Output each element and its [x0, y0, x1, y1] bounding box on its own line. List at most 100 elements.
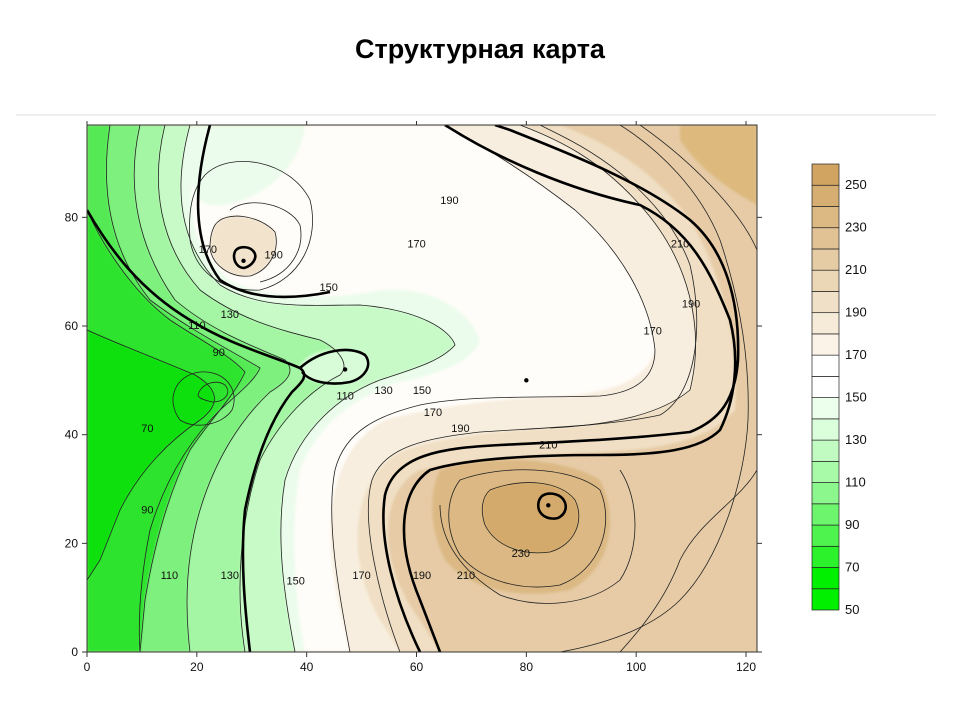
contour-value-label: 210 [457, 570, 475, 582]
plot-area: 190 170 210 190 170 170 190 150 130 110 90 70 110 130… [87, 125, 757, 652]
contour-lines [87, 125, 757, 652]
contour-value-label: 150 [413, 385, 431, 397]
contour-line [106, 125, 261, 652]
contour-value-label: 150 [319, 282, 337, 294]
contour-line-bold-peak-se [536, 492, 568, 520]
legend-color-swatch [811, 588, 840, 611]
legend-color-swatch [811, 163, 840, 186]
contour-line [229, 202, 302, 283]
contour-value-label: 170 [424, 407, 442, 419]
contour-value-label: 190 [413, 570, 431, 582]
contour-value-label: 90 [141, 505, 153, 517]
legend-color-swatch [811, 184, 840, 207]
contour-value-label: 210 [539, 440, 557, 452]
legend-level-label: 190 [845, 305, 867, 320]
contour-line-bold-150-knob [196, 125, 331, 299]
x-tick-label: 100 [626, 660, 646, 674]
peak-marker-layer [241, 258, 551, 508]
legend-color-swatch [811, 460, 840, 483]
contour-line [197, 381, 229, 403]
contour-value-label: 210 [671, 239, 689, 251]
legend-color-swatch [811, 227, 840, 250]
contour-line [331, 125, 656, 652]
legend-color-swatch [811, 269, 840, 292]
contour-line-bold-190 [382, 125, 740, 652]
contour-line [439, 469, 636, 604]
contour-value-label: 190 [682, 298, 700, 310]
legend-color-swatch [811, 312, 840, 335]
peak-marker [342, 367, 348, 372]
legend-color-swatch [811, 418, 840, 441]
page-title: Структурная карта [355, 34, 605, 64]
contour-value-label: 230 [512, 548, 530, 560]
contour-value-label: 130 [221, 570, 239, 582]
contour-value-label: 190 [265, 249, 283, 261]
legend-level-label: 230 [845, 220, 867, 235]
legend-level-label: 210 [845, 262, 867, 277]
y-tick-label: 80 [65, 210, 79, 224]
axis-layer: 0 20 40 60 80 100 120 0 20 40 60 80 [65, 121, 762, 674]
contour-line [157, 125, 345, 652]
contour-value-label: 130 [374, 385, 392, 397]
legend-level-label: 170 [845, 347, 867, 362]
plot-frame [86, 124, 758, 653]
contour-line [87, 209, 246, 652]
legend-level-label: 130 [845, 432, 867, 447]
contour-value-label: 190 [440, 195, 458, 207]
contour-line [448, 469, 607, 588]
legend-level-label: 90 [845, 517, 859, 532]
legend-color-swatch [811, 397, 840, 420]
bold-contour-lines [87, 125, 740, 652]
legend-color-swatch [811, 482, 840, 505]
contour-line [172, 371, 235, 426]
legend-level-label: 70 [845, 560, 859, 575]
band-brown-peak-ne [680, 125, 757, 205]
legend-color-swatch [811, 354, 840, 377]
x-tick-label: 60 [410, 660, 424, 674]
contour-line [559, 125, 749, 652]
band-brown-peak-se-inner [482, 482, 579, 553]
y-tick-label: 40 [65, 428, 79, 442]
band-green-max [87, 330, 215, 580]
contour-line [481, 482, 580, 554]
contour-line [133, 125, 291, 652]
contour-line-bold-peak-north [232, 245, 257, 270]
x-tick-label: 80 [520, 660, 534, 674]
x-tick-label: 120 [736, 660, 756, 674]
contour-line [519, 125, 696, 429]
y-tick-label: 20 [65, 536, 79, 550]
contour-line [189, 161, 313, 291]
contour-line [87, 329, 215, 581]
color-scale-legend: 250 230 210 190 170 150 130 110 90 70 50 [811, 163, 867, 617]
contour-value-label: 170 [643, 325, 661, 337]
legend-level-label: 50 [845, 602, 859, 617]
contour-line [180, 125, 456, 652]
contour-line [639, 125, 757, 251]
peak-marker [241, 258, 246, 264]
legend-color-swatch [811, 333, 840, 356]
peak-marker [524, 378, 529, 383]
contour-value-label: 110 [188, 320, 206, 332]
contour-line [209, 215, 277, 277]
legend-color-swatch [811, 439, 840, 462]
x-tick-label: 0 [84, 660, 91, 674]
contour-value-label: 70 [141, 423, 153, 435]
contour-value-label: 150 [287, 575, 305, 587]
x-tick-label: 40 [300, 660, 314, 674]
legend-color-swatch [811, 291, 840, 314]
y-tick-label: 0 [71, 645, 78, 659]
contour-value-label: 110 [161, 570, 179, 582]
legend-level-label: 250 [845, 177, 867, 192]
contour-line-bold-150 [87, 209, 306, 652]
y-tick-label: 60 [65, 319, 79, 333]
x-tick-label: 20 [190, 660, 204, 674]
legend-color-swatch [811, 376, 840, 398]
contour-value-label: 170 [407, 239, 425, 251]
contour-value-label: 170 [352, 570, 370, 582]
legend-color-swatch [811, 206, 840, 229]
contour-value-label: 130 [221, 309, 239, 321]
peak-marker [546, 503, 551, 508]
contour-line-bold-150-arm [299, 348, 370, 385]
contour-label-layer: 190 170 210 190 170 170 190 150 130 110 90 70 110 130… [141, 195, 700, 587]
